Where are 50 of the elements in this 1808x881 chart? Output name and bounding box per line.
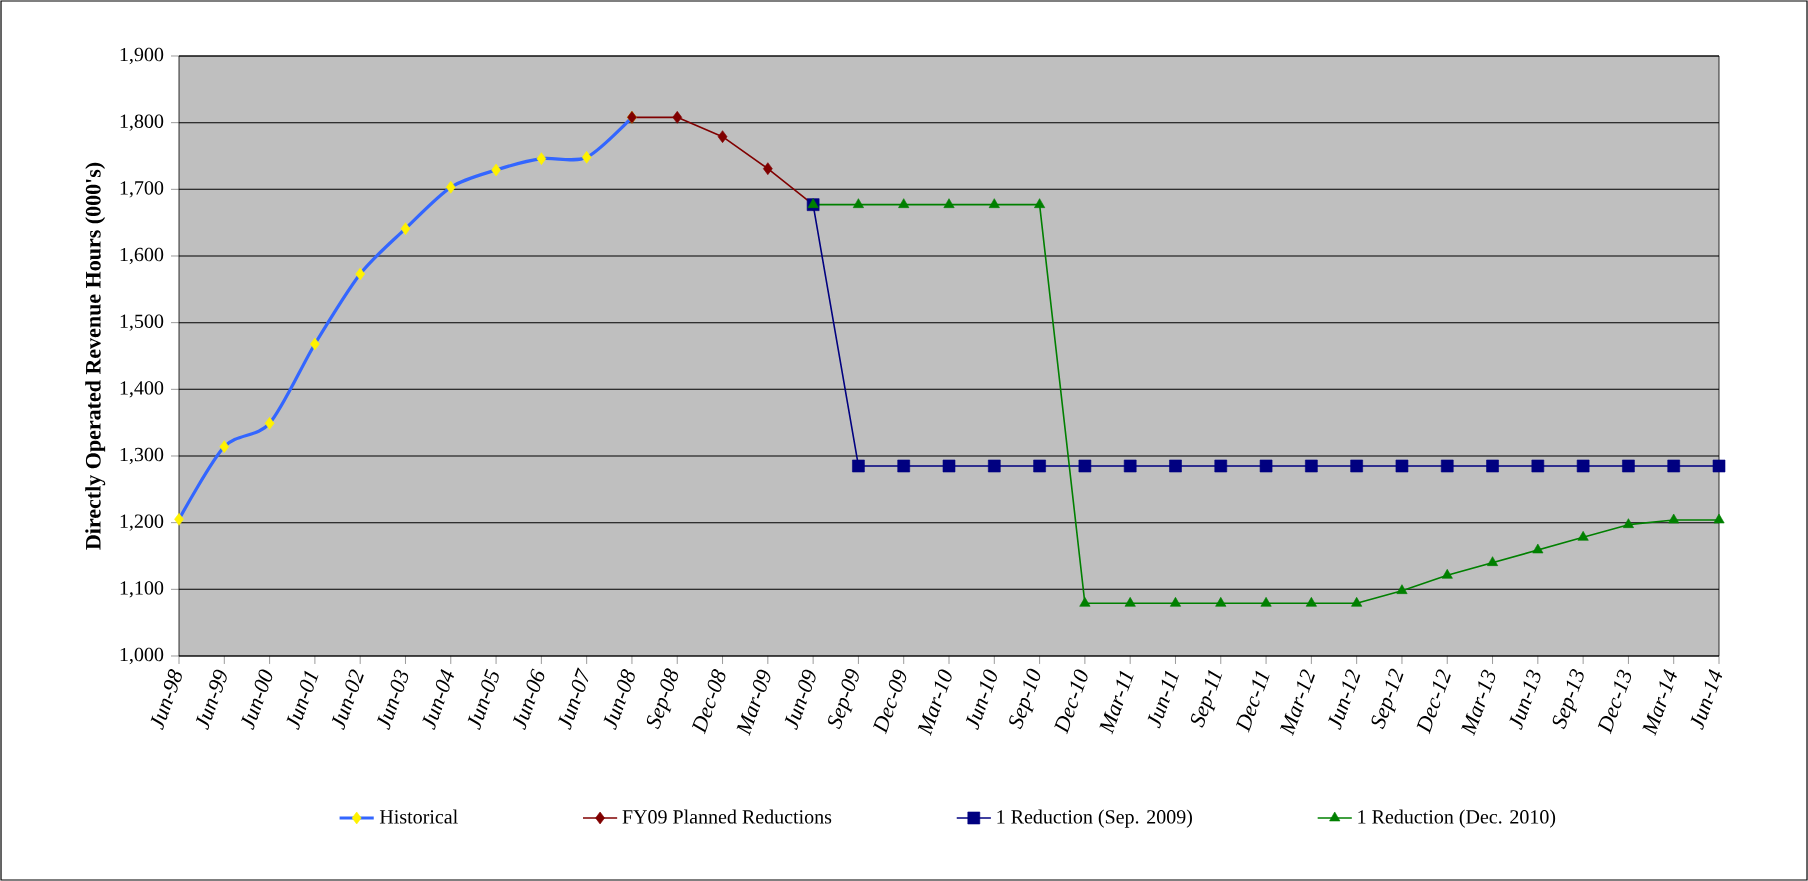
x-tick-label: Jun-98 [150,669,182,731]
y-tick-label: 1,400 [120,381,164,398]
x-tick-label: Jun-99 [195,669,227,731]
x-tick-label: Dec-12 [1416,669,1451,735]
x-tick-label: Dec-09 [873,669,907,735]
y-tick-label: 1,100 [120,581,164,598]
y-tick-label: 1,900 [120,47,164,65]
x-tick-label: Sep-08 [646,668,679,730]
x-tick-label: Dec-10 [1054,669,1088,735]
x-tick-label: Dec-13 [1597,669,1632,735]
x-tick-label: Mar-09 [736,669,771,737]
x-tick-label: Jun-12 [1328,669,1361,731]
x-tick-label: Mar-12 [1280,669,1315,737]
x-tick-label: Mar-14 [1642,669,1677,737]
legend-label: FY09 Planned Reductions [622,809,832,824]
x-tick-label: Sep-10 [1009,668,1041,730]
y-tick-label: 1,500 [120,314,164,331]
x-tick-label: Mar-13 [1461,669,1496,737]
x-tick-label: Jun-04 [422,669,454,731]
legend-label: 1 Reduction (Dec. 2010) [1358,809,1556,828]
y-axis-title: Directly Operated Revenue Hours (000's) [85,162,106,550]
x-tick-label: Mar-11 [1099,670,1134,735]
x-tick-label: Jun-14 [1690,669,1723,731]
x-tick-label: Jun-13 [1509,669,1541,731]
x-tick-label: Sep-13 [1552,668,1584,730]
x-tick-label: Jun-11 [1147,670,1179,729]
x-tick-label: Sep-12 [1371,668,1404,730]
x-tick-label: Dec-11 [1236,670,1270,733]
y-tick-label: 1,800 [120,114,164,131]
x-tick-label: Jun-00 [241,669,273,731]
x-tick-label: Jun-05 [467,668,499,731]
x-tick-label: Jun-02 [331,669,364,731]
x-tick-label: Dec-08 [692,669,726,735]
x-tick-label: Jun-07 [558,667,589,731]
y-tick-label: 1,600 [120,247,164,265]
y-tick-label: 1,000 [120,647,164,665]
y-tick-label: 1,200 [120,514,164,531]
y-tick-label: 1,300 [120,447,164,465]
x-tick-label: Jun-09 [784,669,816,731]
x-tick-label: Mar-10 [917,669,952,737]
x-tick-label: Jun-10 [965,669,997,731]
x-tick-label: Jun-08 [603,669,635,731]
x-tick-label: Jun-01 [286,670,319,731]
legend-label: Historical [379,809,458,824]
legend-label: 1 Reduction (Sep. 2009) [997,809,1192,828]
x-tick-label: Jun-03 [377,669,409,731]
x-tick-label: Jun-06 [513,668,545,731]
x-tick-label: Sep-09 [828,668,859,730]
x-tick-label: Sep-11 [1190,670,1223,728]
y-tick-label: 1,700 [120,181,164,198]
